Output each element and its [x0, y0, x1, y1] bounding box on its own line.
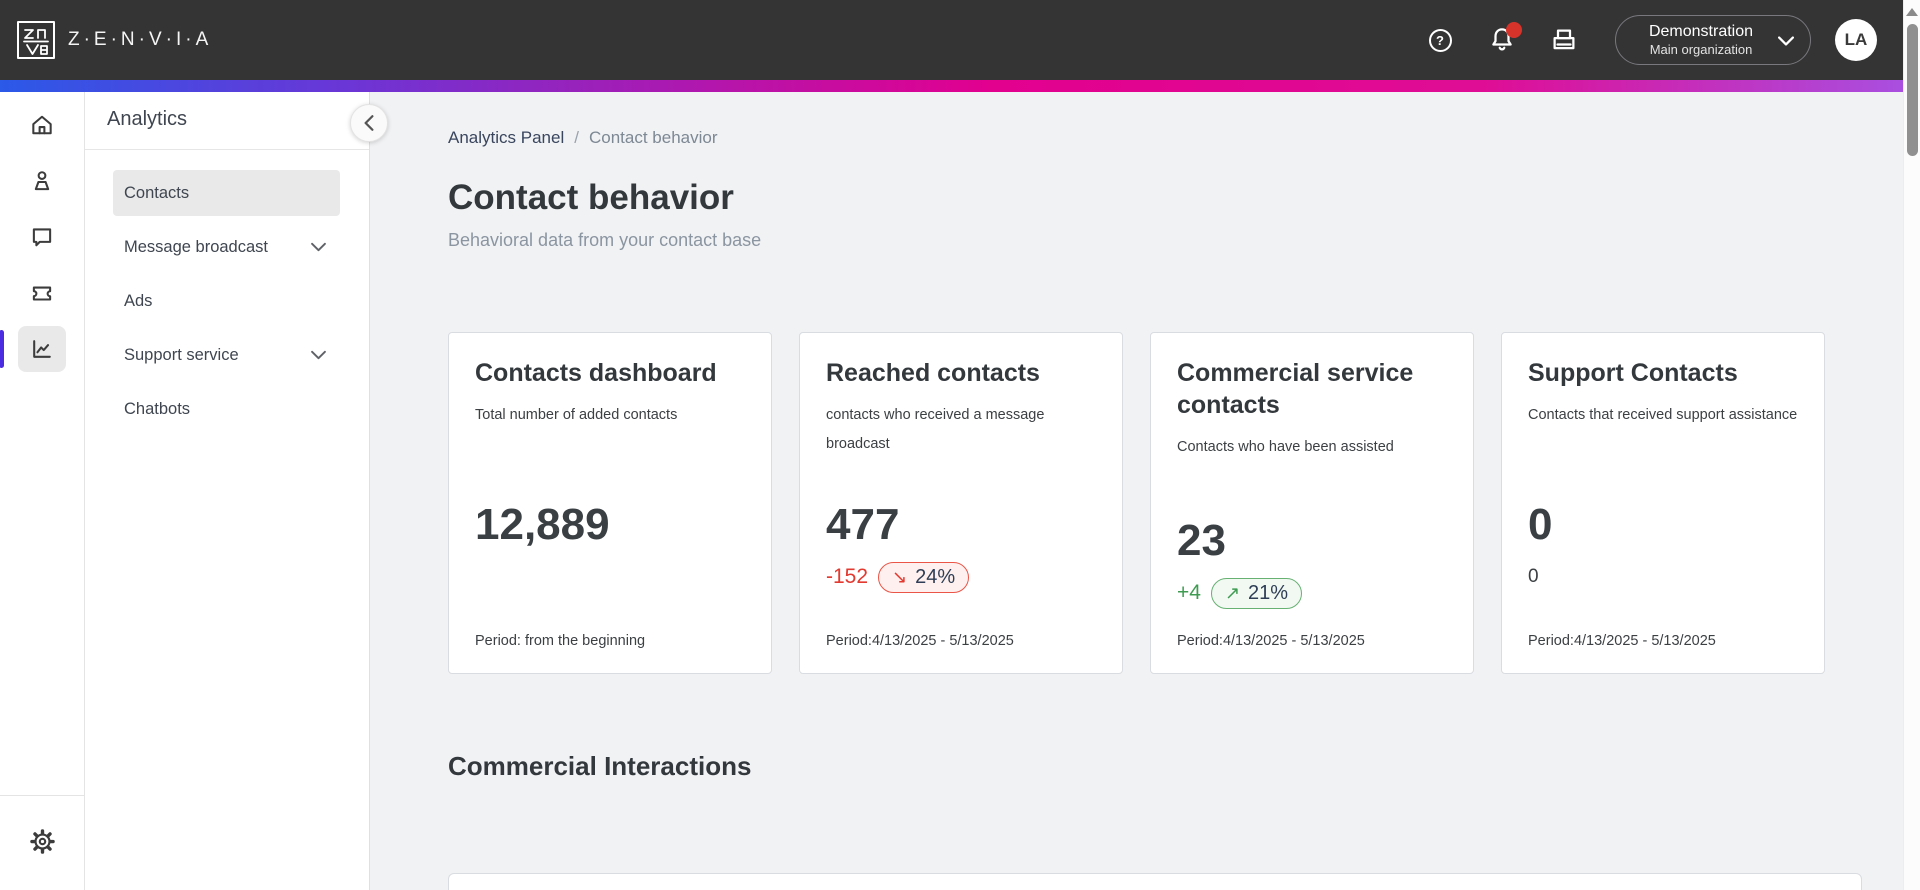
- person-icon: [34, 171, 50, 191]
- panel-header: Analytics: [85, 92, 369, 150]
- card-description: Contacts who have been assisted: [1177, 439, 1394, 455]
- notification-badge: [1506, 22, 1522, 38]
- sidebar-item-label: Ads: [124, 291, 153, 310]
- rail-item-tickets[interactable]: [18, 270, 66, 316]
- card-value: 12,889: [475, 500, 610, 549]
- card-description: Total number of added contacts: [475, 407, 678, 423]
- page-subtitle: Behavioral data from your contact base: [448, 230, 762, 250]
- sidebar-item-label: Contacts: [124, 183, 190, 202]
- page-title: Contact behavior: [448, 178, 734, 217]
- card-value: 0: [1528, 500, 1553, 549]
- sidebar-item-label: Chatbots: [124, 399, 191, 418]
- card-period: Period:4/13/2025 - 5/13/2025: [1528, 633, 1716, 649]
- chevron-left-icon: [364, 115, 374, 131]
- sidebar-item-label: Support service: [124, 345, 239, 364]
- trend-up-icon: ↗: [1224, 582, 1241, 603]
- card-delta-row: -152 ↘ 24%: [826, 557, 1096, 597]
- sidebar-item-label: Message broadcast: [124, 237, 268, 256]
- breadcrumb-analytics-panel[interactable]: Analytics Panel: [448, 128, 565, 147]
- trend-badge: ↗ 21%: [1210, 577, 1303, 609]
- card-title: Contacts dashboard: [475, 359, 717, 387]
- chat-bubble-icon: [32, 228, 52, 247]
- notifications-button[interactable]: [1485, 22, 1522, 57]
- active-indicator: [0, 330, 4, 368]
- card-value: 23: [1177, 516, 1226, 565]
- printer-icon: [1553, 29, 1575, 50]
- card-period: Period:4/13/2025 - 5/13/2025: [826, 633, 1014, 649]
- card-title: Commercial service contacts: [1177, 359, 1414, 419]
- workspace: Analytics Contacts Message broadcast: [0, 92, 1903, 890]
- rail-bottom: [0, 795, 84, 890]
- scrollbar-up-arrow[interactable]: [1906, 8, 1918, 16]
- card-period: Period: from the beginning: [475, 633, 646, 649]
- card-delta-row: 0: [1528, 557, 1798, 597]
- card-reached-contacts: Reached contacts contacts who received a…: [799, 332, 1123, 674]
- card-value: 477: [826, 500, 900, 549]
- breadcrumb-separator: /: [574, 128, 579, 147]
- sidebar-item-ads[interactable]: Ads: [113, 278, 340, 324]
- card-support-contacts: Support Contacts Contacts that received …: [1501, 332, 1825, 674]
- rail-item-analytics[interactable]: [0, 326, 66, 372]
- kpi-cards-row: Contacts dashboard Total number of added…: [448, 332, 1903, 674]
- zenvia-brand: Z·E·N·V·I·A: [16, 20, 212, 60]
- main-content: Analytics Panel / Contact behavior Conta…: [370, 92, 1903, 890]
- chevron-down-icon: [1778, 36, 1794, 46]
- organization-subtitle: Main organization: [1649, 42, 1753, 57]
- bell-icon: [1492, 28, 1512, 51]
- chevron-down-icon: [311, 242, 326, 252]
- panel-title: Analytics: [107, 108, 188, 130]
- trend-percent: 24%: [915, 565, 956, 588]
- rail-item-settings[interactable]: [18, 818, 66, 864]
- scrollbar-thumb[interactable]: [1907, 24, 1918, 156]
- card-description: Contacts that received support assistanc…: [1528, 407, 1798, 423]
- collapse-panel-button[interactable]: [350, 104, 388, 142]
- help-button[interactable]: ?: [1423, 23, 1457, 57]
- card-delta-row: [475, 557, 745, 597]
- chevron-down-icon: [311, 350, 326, 360]
- breadcrumb-current: Contact behavior: [588, 128, 718, 147]
- section-heading-commercial-interactions: Commercial Interactions: [448, 751, 752, 781]
- sidebar-item-support-service[interactable]: Support service: [113, 332, 340, 378]
- card-period: Period:4/13/2025 - 5/13/2025: [1177, 633, 1365, 649]
- vertical-scrollbar[interactable]: [1903, 0, 1920, 890]
- organization-selector[interactable]: Demonstration Main organization: [1615, 15, 1811, 65]
- zenvia-logo-icon: [17, 21, 55, 59]
- home-icon: [32, 115, 52, 135]
- card-title: Support Contacts: [1528, 359, 1738, 387]
- card-description: contacts who received a message broadcas…: [826, 407, 1045, 452]
- topbar: Z·E·N·V·I·A ? Demonstra: [0, 0, 1903, 80]
- panel-menu: Contacts Message broadcast Ads Support s…: [85, 150, 369, 432]
- gear-icon: [29, 828, 55, 854]
- line-chart-icon: [33, 340, 51, 358]
- delta-value: +4: [1177, 581, 1201, 604]
- card-commercial-service-contacts: Commercial service contacts Contacts who…: [1150, 332, 1474, 674]
- analytics-panel: Analytics Contacts Message broadcast: [85, 92, 388, 890]
- card-contacts-dashboard: Contacts dashboard Total number of added…: [448, 332, 772, 674]
- sidebar-item-chatbots[interactable]: Chatbots: [113, 386, 340, 432]
- card-delta-row: +4 ↗ 21%: [1177, 573, 1447, 613]
- delta-value: 0: [1528, 566, 1539, 587]
- card-title: Reached contacts: [826, 359, 1040, 387]
- breadcrumb: Analytics Panel / Contact behavior: [448, 128, 1903, 148]
- delta-value: -152: [826, 565, 869, 588]
- sidebar-item-contacts[interactable]: Contacts: [113, 170, 340, 216]
- organization-name: Demonstration: [1648, 23, 1754, 40]
- rail-item-home[interactable]: [18, 102, 66, 148]
- print-button[interactable]: [1547, 23, 1581, 57]
- trend-percent: 21%: [1248, 581, 1289, 604]
- trend-badge: ↘ 24%: [878, 561, 970, 593]
- brand-text: Z·E·N·V·I·A: [68, 29, 213, 50]
- sidebar-item-message-broadcast[interactable]: Message broadcast: [113, 224, 340, 270]
- brand-gradient-bar: [0, 80, 1903, 92]
- help-icon: ?: [1428, 28, 1452, 52]
- trend-down-icon: ↘: [892, 566, 908, 587]
- rail-item-contacts[interactable]: [18, 158, 66, 204]
- icon-rail: [0, 92, 85, 890]
- commercial-interactions-card-edge: [448, 873, 1862, 890]
- user-avatar[interactable]: LA: [1835, 19, 1877, 61]
- ticket-icon: [32, 286, 52, 301]
- rail-item-conversations[interactable]: [18, 214, 66, 260]
- topbar-actions: ? Demonstration Main organization: [1395, 15, 1877, 65]
